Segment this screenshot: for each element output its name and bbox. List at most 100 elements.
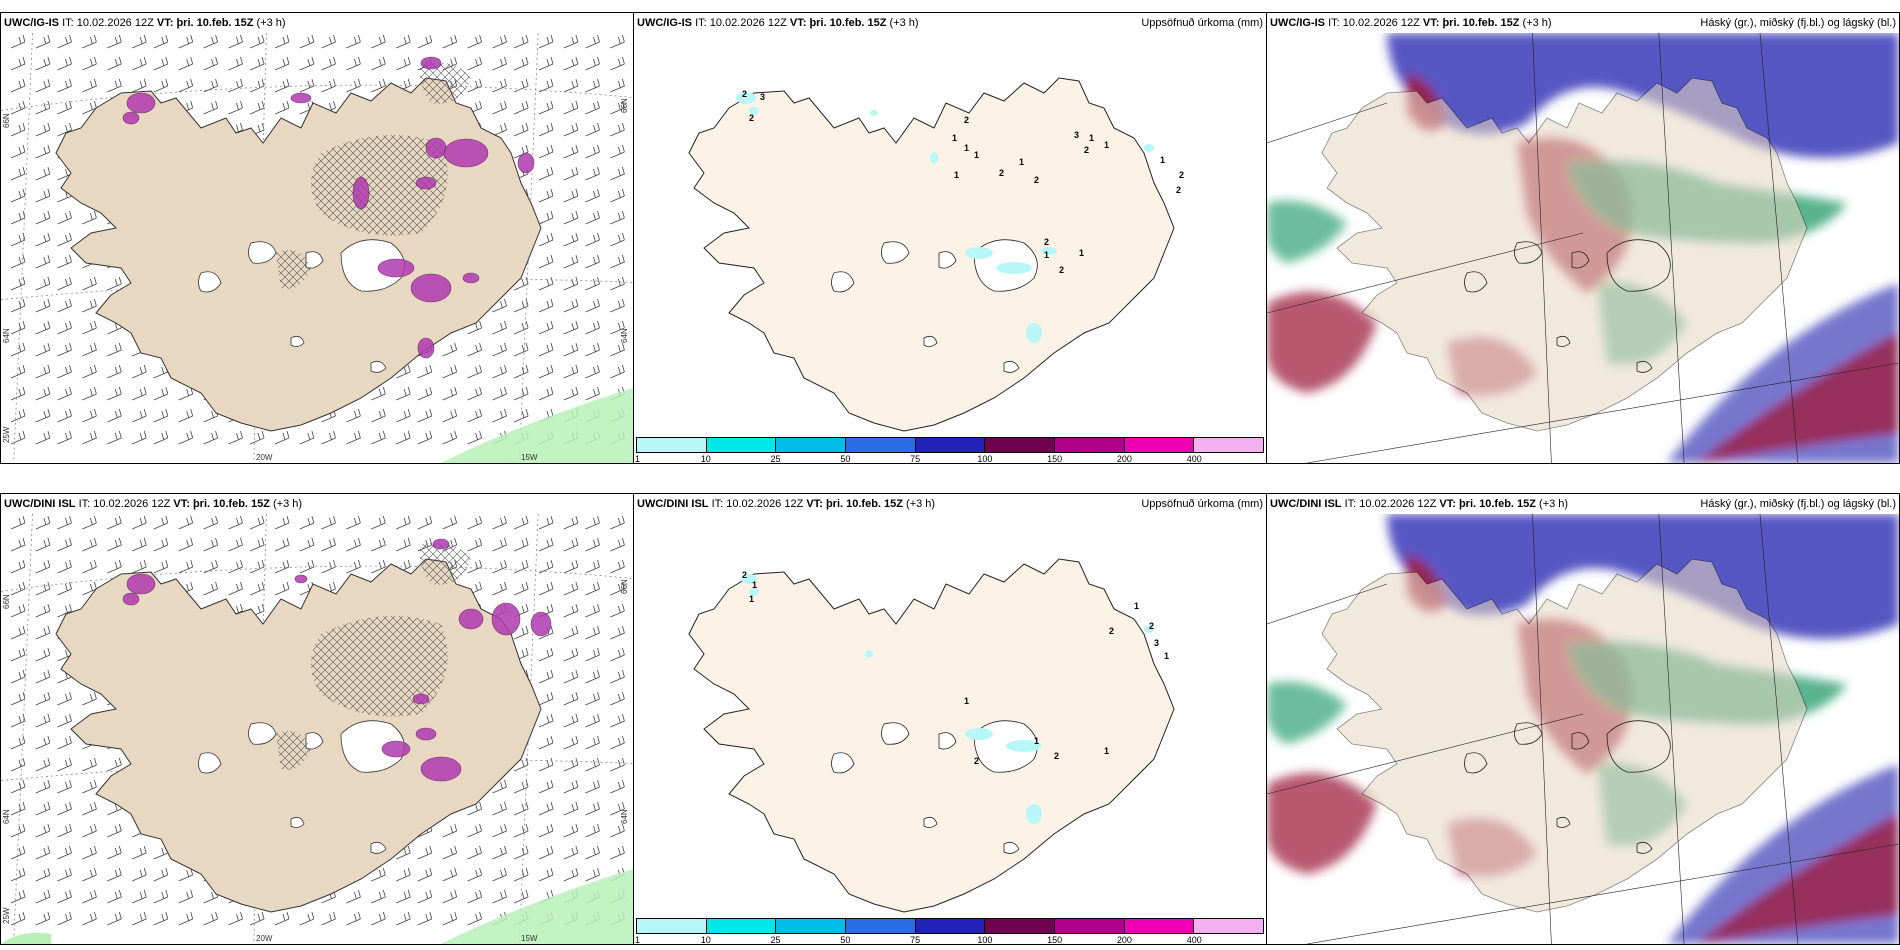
colorbar-swatch bbox=[1123, 437, 1194, 453]
model-name: UWC/DINI ISL bbox=[4, 498, 76, 510]
precip-value: 2 bbox=[1054, 751, 1059, 761]
precip-value: 2 bbox=[999, 168, 1004, 178]
iceland-land bbox=[1321, 77, 1808, 432]
colorbar-label: 150 bbox=[1047, 454, 1063, 464]
precip-value: 1 bbox=[964, 143, 969, 153]
model-name: UWC/IG-IS bbox=[637, 17, 692, 29]
precip-area bbox=[741, 574, 757, 584]
colorbar-swatch bbox=[1193, 437, 1265, 453]
lon-label: 25W bbox=[2, 907, 11, 924]
precip-blob bbox=[415, 176, 437, 190]
colorbar-swatch bbox=[1193, 918, 1265, 934]
precip-value: 1 bbox=[952, 133, 957, 143]
panel-header: UWC/DINI ISL IT: 10.02.2026 12Z VT: þri.… bbox=[1, 494, 633, 514]
colorbar-swatch bbox=[1054, 918, 1124, 934]
colorbar-swatch bbox=[636, 918, 706, 934]
precip-value: 2 bbox=[1044, 237, 1049, 247]
precip-value: 1 bbox=[1160, 155, 1165, 165]
panel-accum-precip-dini: UWC/DINI ISL IT: 10.02.2026 12Z VT: þri.… bbox=[633, 493, 1267, 945]
glacier bbox=[1556, 335, 1571, 347]
glacier bbox=[923, 816, 938, 828]
colorbar-swatch bbox=[845, 918, 915, 934]
precip-value: 3 bbox=[1074, 130, 1079, 140]
precip-value: 2 bbox=[749, 113, 754, 123]
precip-area bbox=[870, 110, 878, 116]
precip-green bbox=[1, 932, 51, 944]
panel-header: UWC/IG-IS IT: 10.02.2026 12Z VT: þri. 10… bbox=[634, 13, 1266, 33]
glacier bbox=[1464, 752, 1488, 774]
lon-label: 15W bbox=[521, 934, 538, 943]
panel-clouds-dini: UWC/DINI ISL IT: 10.02.2026 12Z VT: þri.… bbox=[1266, 493, 1900, 945]
glacier bbox=[198, 271, 222, 293]
glacier bbox=[1556, 816, 1571, 828]
colorbar-swatch bbox=[705, 437, 776, 453]
colorbar: 1 10 25 50 75 100 150 200 400 bbox=[634, 916, 1266, 944]
precip-blob bbox=[352, 176, 370, 210]
colorbar-label: 10 bbox=[700, 454, 711, 464]
colorbar-swatch bbox=[845, 437, 915, 453]
glacier bbox=[1514, 241, 1543, 264]
precip-blob bbox=[425, 137, 447, 159]
hatched-area bbox=[311, 616, 448, 717]
precip-value: 2 bbox=[1149, 621, 1154, 631]
hatched-area bbox=[419, 62, 471, 104]
precip-blob bbox=[377, 258, 415, 278]
glacier bbox=[831, 271, 855, 293]
panel-accum-precip-ig: UWC/IG-IS IT: 10.02.2026 12Z VT: þri. 10… bbox=[633, 12, 1267, 464]
glacier bbox=[1606, 239, 1671, 292]
lon-label: 20W bbox=[256, 453, 273, 462]
precip-blob bbox=[381, 740, 411, 758]
precip-area bbox=[749, 588, 759, 596]
map-clouds bbox=[1267, 33, 1899, 463]
field-title: Háský (gr.), miðský (fj.bl.) og lágský (… bbox=[1700, 498, 1896, 510]
precip-value: 2 bbox=[1084, 145, 1089, 155]
iceland-land bbox=[688, 77, 1175, 432]
precip-value: 1 bbox=[964, 696, 969, 706]
colorbar-label: 75 bbox=[910, 454, 921, 464]
colorbar-swatch bbox=[914, 437, 985, 453]
hatched-area bbox=[276, 250, 311, 289]
precip-value: 1 bbox=[752, 580, 757, 590]
colorbar-label: 10 bbox=[700, 935, 711, 945]
panel-header: UWC/DINI ISL IT: 10.02.2026 12Z VT: þri.… bbox=[1267, 494, 1899, 514]
precip-blob bbox=[415, 727, 437, 741]
precip-area bbox=[1041, 247, 1057, 255]
precip-area bbox=[965, 247, 993, 259]
precip-blob bbox=[294, 574, 308, 584]
colorbar-swatch bbox=[984, 437, 1055, 453]
colorbar: 1 10 25 50 75 100 150 200 400 bbox=[634, 435, 1266, 463]
precip-blob bbox=[126, 92, 156, 114]
precip-value: 2 bbox=[1034, 175, 1039, 185]
precip-value: 2 bbox=[742, 89, 747, 99]
precip-blob bbox=[122, 111, 140, 125]
colorbar-label: 1 bbox=[635, 454, 641, 464]
precip-value: 1 bbox=[1019, 157, 1024, 167]
precip-area bbox=[1144, 144, 1154, 152]
glacier bbox=[881, 241, 910, 264]
glacier bbox=[1464, 271, 1488, 293]
colorbar-label: 50 bbox=[840, 935, 851, 945]
precip-value: 2 bbox=[1179, 170, 1184, 180]
lon-label: 25W bbox=[2, 426, 11, 443]
precip-value: 3 bbox=[760, 92, 765, 102]
glacier bbox=[370, 841, 387, 854]
precip-blob bbox=[420, 56, 442, 70]
glacier bbox=[290, 816, 305, 828]
iceland-land bbox=[688, 558, 1175, 913]
glacier bbox=[248, 722, 277, 745]
colorbar-label: 25 bbox=[770, 935, 781, 945]
precip-value: 1 bbox=[1134, 601, 1139, 611]
precip-value: 2 bbox=[974, 756, 979, 766]
precip-blob bbox=[420, 756, 462, 782]
glacier bbox=[1514, 722, 1543, 745]
colorbar-label: 50 bbox=[840, 454, 851, 464]
precip-area bbox=[1026, 804, 1042, 824]
precip-green bbox=[441, 388, 633, 463]
lon-label: 15W bbox=[521, 453, 538, 462]
field-title: Háský (gr.), miðský (fj.bl.) og lágský (… bbox=[1700, 17, 1896, 29]
field-title: Uppsöfnuð úrkoma (mm) bbox=[1141, 498, 1263, 510]
map-wind-precip: 66N 64N 25W 20W 15W 66N 64N bbox=[1, 514, 633, 944]
glacier bbox=[1606, 720, 1671, 773]
precip-value: 2 bbox=[1176, 185, 1181, 195]
